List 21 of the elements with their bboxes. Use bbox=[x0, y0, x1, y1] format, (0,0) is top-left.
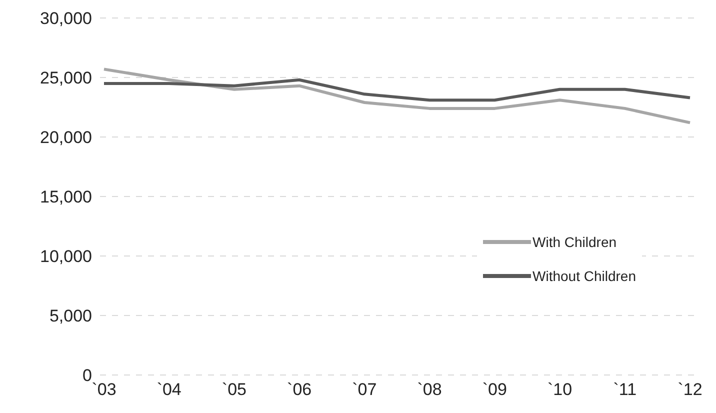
y-tick-label: 10,000 bbox=[40, 247, 92, 266]
legend-label: Without Children bbox=[532, 268, 636, 284]
x-tick-label: `09 bbox=[482, 380, 507, 400]
y-tick-label: 20,000 bbox=[40, 128, 92, 148]
x-tick-label: `04 bbox=[156, 380, 182, 400]
line-series bbox=[102, 78, 692, 102]
x-tick-label: `06 bbox=[287, 380, 312, 400]
x-tick-label: `03 bbox=[92, 380, 116, 400]
x-tick-label: `08 bbox=[417, 380, 442, 400]
y-tick-label: 0 bbox=[82, 366, 92, 386]
y-tick-label: 30,000 bbox=[40, 9, 92, 28]
x-tick-label: `10 bbox=[547, 380, 572, 400]
y-tick-label: 5,000 bbox=[49, 306, 92, 326]
y-tick-label: 15,000 bbox=[40, 188, 92, 207]
x-tick-label: `07 bbox=[352, 380, 377, 400]
x-tick-label: `05 bbox=[222, 380, 247, 400]
y-tick-label: 25,000 bbox=[40, 68, 92, 88]
line-series bbox=[102, 68, 692, 124]
legend-label: With Children bbox=[532, 234, 617, 250]
x-tick-label: `12 bbox=[678, 380, 702, 400]
x-tick-label: `11 bbox=[613, 380, 637, 400]
